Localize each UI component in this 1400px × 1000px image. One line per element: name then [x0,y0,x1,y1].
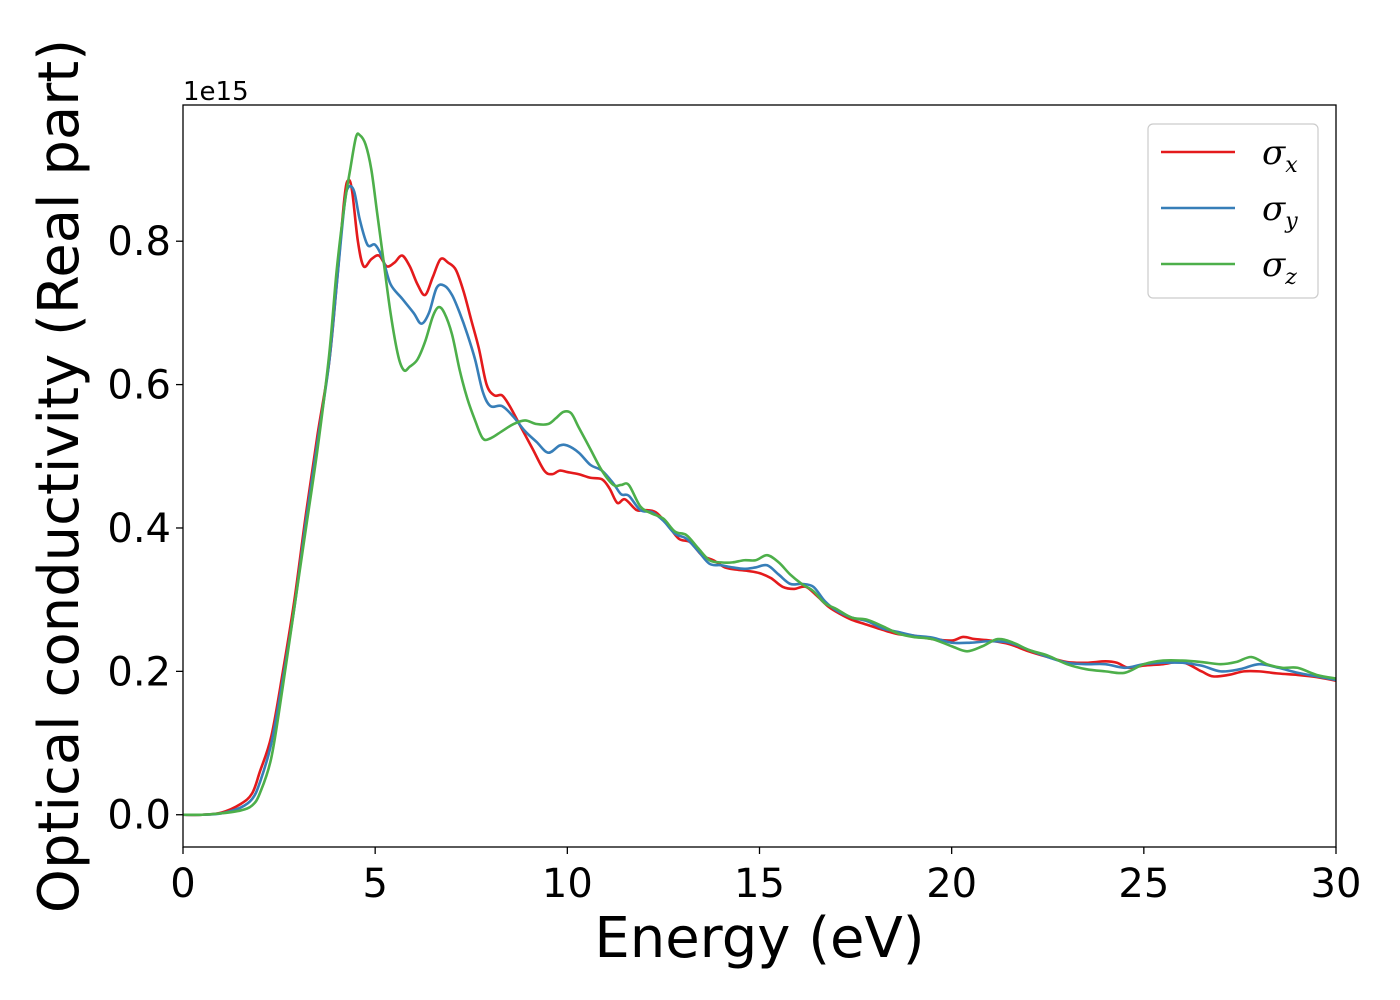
y-offset-label: 1e15 [183,77,249,107]
y-tick-label: 0.0 [107,793,171,839]
legend-subscript: x [1285,153,1298,178]
x-axis-ticks: 0 5 10 15 20 25 30 [170,847,1361,907]
series-line-z [183,132,1336,817]
y-axis-label: Optical conductivity (Real part) [27,39,92,913]
legend-frame [1147,123,1319,299]
legend-symbol: σ [1262,133,1286,173]
legend-symbol: σ [1262,245,1286,285]
legend-symbol: σ [1262,189,1286,229]
legend-label-x: σx [1262,133,1298,178]
series-layer [183,132,1336,817]
x-tick-label: 30 [1311,861,1362,907]
x-tick-label: 20 [926,861,977,907]
x-axis-label: Energy (eV) [594,906,924,971]
x-tick-label: 25 [1118,861,1169,907]
x-tick-label: 5 [362,861,387,907]
legend-subscript: y [1284,209,1298,234]
x-tick-label: 0 [170,861,195,907]
y-tick-label: 0.8 [107,219,171,265]
y-tick-label: 0.6 [107,363,171,409]
legend-subscript: z [1284,265,1297,290]
x-tick-label: 10 [542,861,593,907]
y-tick-label: 0.2 [107,649,171,695]
series-line-y [183,184,1336,817]
x-tick-label: 15 [734,861,785,907]
y-tick-label: 0.4 [107,506,171,552]
legend-label-y: σy [1262,189,1298,234]
y-axis-ticks: 0.0 0.2 0.4 0.6 0.8 [107,219,183,839]
legend-label-z: σz [1262,245,1297,290]
